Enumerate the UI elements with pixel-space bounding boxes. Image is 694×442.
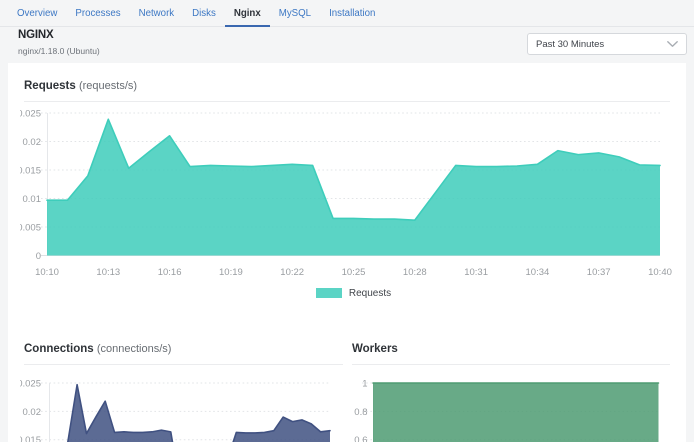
svg-text:10:13: 10:13 bbox=[96, 267, 120, 278]
svg-text:1: 1 bbox=[362, 378, 367, 389]
requests-area-chart: 0.025 0.02 0.015 0.01 0.005 0 10:10 10:13 10:16 1… bbox=[17, 108, 672, 278]
svg-text:0.01: 0.01 bbox=[23, 194, 42, 205]
requests-chart-legend[interactable]: Requests bbox=[47, 287, 660, 299]
requests-chart-title-main: Requests bbox=[24, 80, 76, 92]
workers-area-chart: 1 0.8 0.6 bbox=[354, 378, 660, 442]
connections-section-divider bbox=[24, 364, 343, 365]
tab-overview[interactable]: Overview bbox=[8, 0, 66, 26]
tab-label: Network bbox=[138, 7, 175, 19]
tab-disks[interactable]: Disks bbox=[183, 0, 225, 26]
svg-text:0.02: 0.02 bbox=[23, 137, 42, 148]
tab-mysql[interactable]: MySQL bbox=[270, 0, 320, 26]
svg-text:0: 0 bbox=[36, 251, 41, 262]
svg-text:10:37: 10:37 bbox=[587, 267, 611, 278]
svg-text:0.02: 0.02 bbox=[23, 407, 42, 418]
requests-chart-title: Requests (requests/s) bbox=[24, 80, 137, 92]
page-subtitle: nginx/1.18.0 (Ubuntu) bbox=[18, 46, 100, 56]
svg-text:10:16: 10:16 bbox=[158, 267, 182, 278]
connections-chart-title: Connections (connections/s) bbox=[24, 343, 171, 355]
svg-text:10:25: 10:25 bbox=[342, 267, 366, 278]
svg-text:10:31: 10:31 bbox=[464, 267, 488, 278]
tab-label: MySQL bbox=[278, 7, 312, 19]
tab-label: Processes bbox=[75, 7, 121, 19]
svg-text:0.025: 0.025 bbox=[17, 378, 41, 389]
tab-bar: Overview Processes Network Disks Nginx MySQL I… bbox=[0, 0, 694, 27]
svg-text:0.005: 0.005 bbox=[17, 222, 41, 233]
workers-section-divider bbox=[352, 364, 670, 365]
tab-processes[interactable]: Processes bbox=[66, 0, 129, 26]
svg-text:10:40: 10:40 bbox=[648, 267, 672, 278]
svg-text:10:10: 10:10 bbox=[35, 267, 59, 278]
requests-section-divider bbox=[24, 101, 670, 102]
svg-text:10:19: 10:19 bbox=[219, 267, 243, 278]
page-title: NGINX bbox=[18, 29, 54, 41]
connections-chart-title-main: Connections bbox=[24, 343, 94, 355]
svg-text:10:22: 10:22 bbox=[280, 267, 304, 278]
svg-text:0.015: 0.015 bbox=[17, 435, 41, 442]
workers-chart-title: Workers bbox=[352, 343, 398, 355]
requests-legend-swatch bbox=[315, 288, 342, 298]
svg-text:0.8: 0.8 bbox=[354, 407, 367, 418]
tab-nginx[interactable]: Nginx bbox=[224, 0, 270, 27]
tab-label: Nginx bbox=[233, 7, 261, 19]
time-range-dropdown[interactable]: Past 30 Minutes bbox=[527, 33, 687, 55]
connections-chart-title-unit: (connections/s) bbox=[96, 343, 172, 355]
chevron-down-icon bbox=[667, 41, 678, 47]
svg-text:0.6: 0.6 bbox=[354, 435, 367, 442]
requests-chart-title-unit: (requests/s) bbox=[78, 80, 138, 92]
svg-text:0.025: 0.025 bbox=[17, 108, 41, 119]
tab-network[interactable]: Network bbox=[130, 0, 184, 26]
workers-chart-title-main: Workers bbox=[352, 343, 398, 355]
svg-text:10:34: 10:34 bbox=[526, 267, 550, 278]
active-tab-underline bbox=[224, 24, 270, 27]
tab-label: Installation bbox=[329, 7, 376, 19]
requests-legend-label: Requests bbox=[348, 287, 392, 299]
tab-label: Disks bbox=[192, 7, 216, 19]
tab-label: Overview bbox=[17, 7, 58, 19]
svg-text:0.015: 0.015 bbox=[17, 165, 41, 176]
time-range-value: Past 30 Minutes bbox=[536, 38, 605, 50]
tab-installation[interactable]: Installation bbox=[320, 0, 384, 26]
svg-text:10:28: 10:28 bbox=[403, 267, 427, 278]
connections-area-chart: 0.025 0.02 0.015 bbox=[17, 378, 331, 442]
